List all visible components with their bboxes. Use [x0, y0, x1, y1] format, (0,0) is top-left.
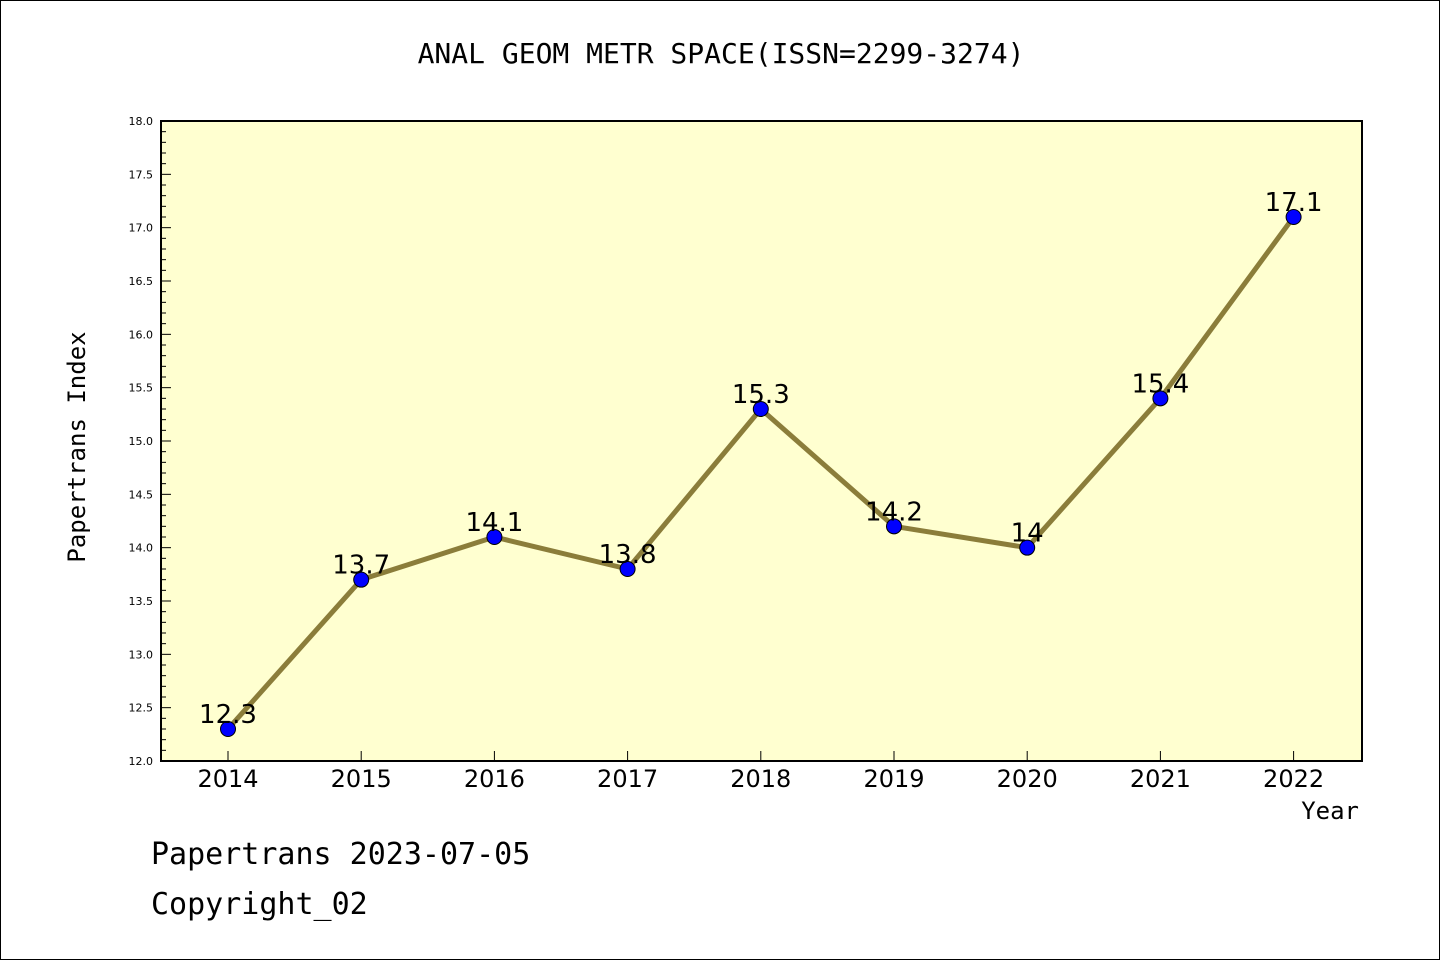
chart-title: ANAL GEOM METR SPACE(ISSN=2299-3274) — [417, 37, 1025, 70]
footer-date: Papertrans 2023-07-05 — [151, 837, 531, 872]
y-tick-label: 13.5 — [129, 595, 154, 608]
data-point — [220, 721, 236, 737]
plot-area — [160, 120, 1363, 762]
data-point — [486, 529, 503, 545]
data-point — [353, 571, 370, 588]
y-tick-label: 17.0 — [129, 222, 154, 235]
data-point — [752, 401, 769, 417]
data-point — [619, 561, 636, 577]
data-point — [1285, 209, 1302, 225]
y-tick-label: 15.5 — [129, 382, 154, 395]
data-label: 14.1 — [465, 508, 523, 538]
x-tick-label: 2022 — [1263, 765, 1324, 793]
x-tick-label: 2019 — [863, 765, 924, 793]
data-label: 13.8 — [599, 540, 657, 570]
data-label: 14.2 — [865, 497, 923, 527]
x-tick-label: 2018 — [730, 765, 791, 793]
y-tick-label: 12.5 — [129, 702, 154, 715]
y-tick-label: 16.5 — [129, 275, 154, 288]
y-tick-label: 14.5 — [129, 488, 154, 501]
y-tick-label: 15.0 — [129, 435, 154, 448]
x-tick-label: 2016 — [464, 765, 525, 793]
data-label: 14 — [1011, 519, 1044, 549]
x-tick-label: 2021 — [1130, 765, 1191, 793]
y-tick-label: 18.0 — [129, 115, 154, 128]
y-tick-label: 13.0 — [129, 648, 154, 661]
x-tick-label: 2020 — [997, 765, 1058, 793]
data-point — [1019, 539, 1036, 556]
data-point — [1152, 390, 1169, 407]
y-tick-label: 12.0 — [129, 755, 154, 768]
x-tick-label: 2015 — [331, 765, 392, 793]
x-tick-label: 2014 — [197, 765, 258, 793]
data-point — [886, 518, 902, 535]
data-label: 15.4 — [1131, 369, 1189, 399]
footer-copyright: Copyright_02 — [151, 887, 368, 922]
y-tick-label: 16.0 — [129, 328, 154, 341]
data-label: 13.7 — [332, 551, 390, 581]
x-axis-label: Year — [1301, 797, 1359, 825]
data-label: 12.3 — [199, 700, 257, 730]
data-label: 15.3 — [732, 380, 790, 410]
x-tick-label: 2017 — [597, 765, 658, 793]
y-tick-label: 17.5 — [129, 168, 154, 181]
data-label: 17.1 — [1265, 188, 1323, 218]
y-tick-label: 14.0 — [129, 542, 154, 555]
